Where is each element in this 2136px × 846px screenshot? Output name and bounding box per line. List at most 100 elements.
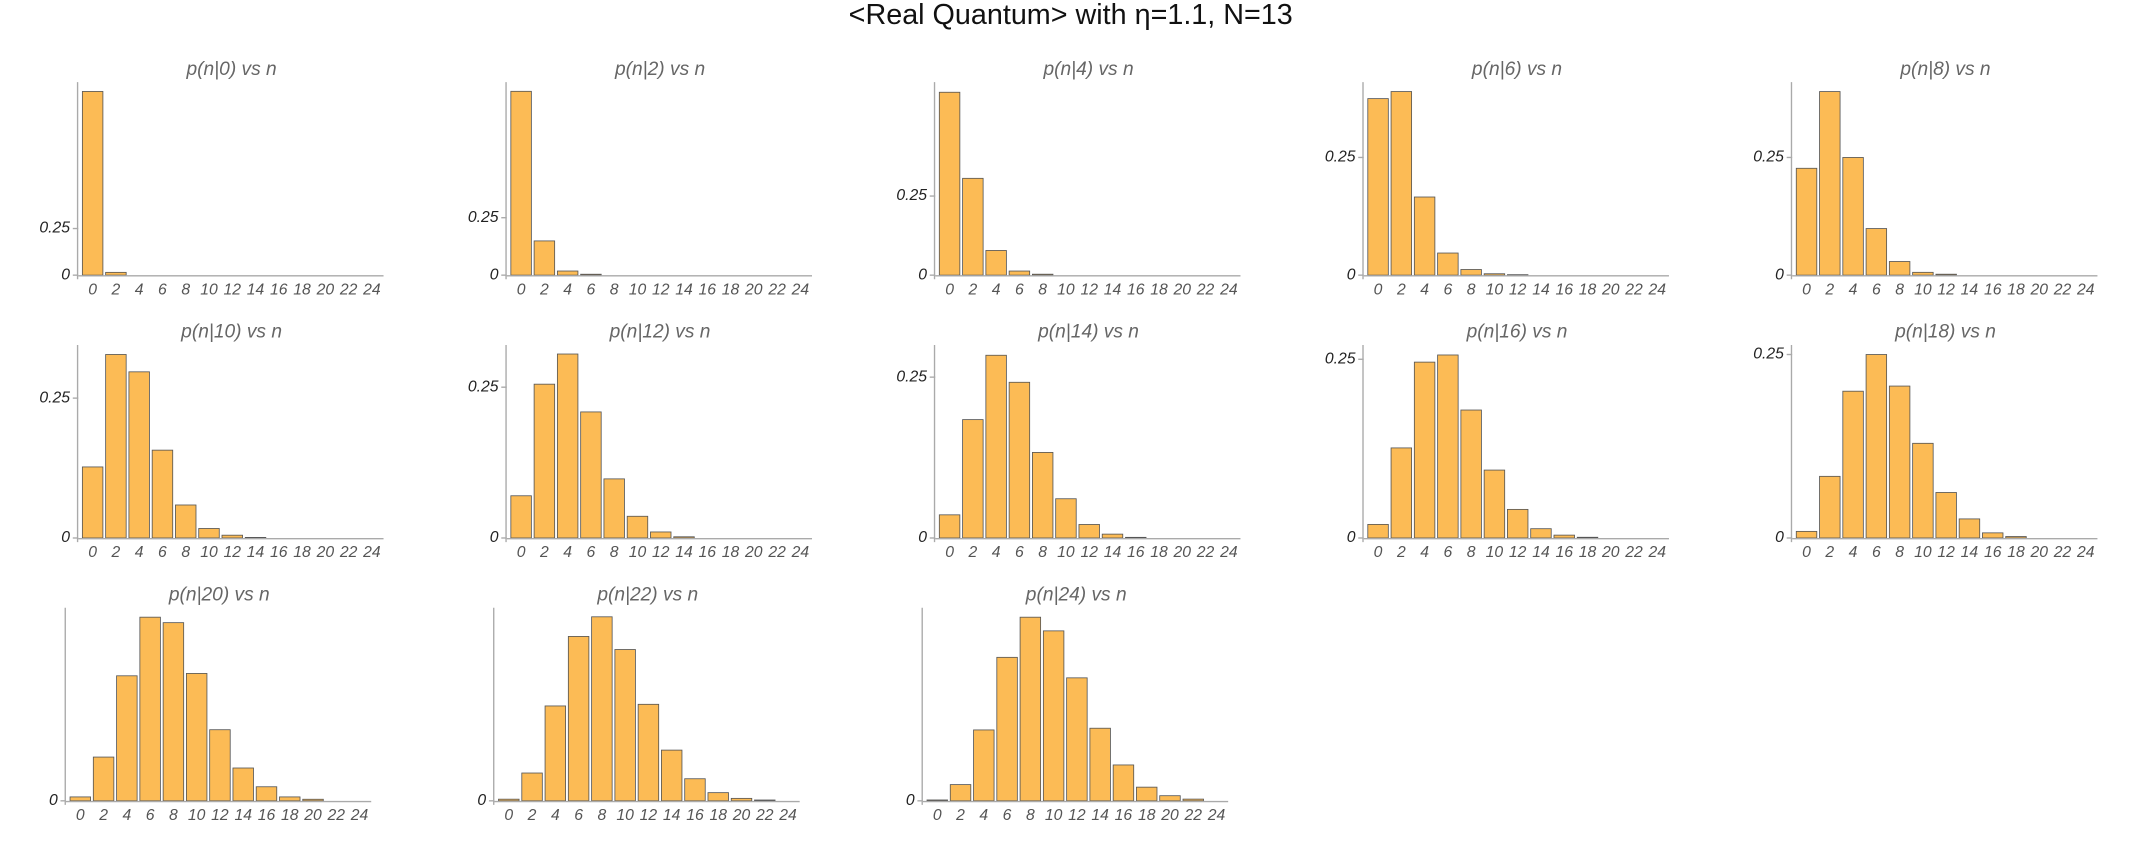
x-tick-label: 8	[1895, 544, 1904, 561]
x-tick-label: 2	[1824, 544, 1834, 561]
x-tick-label: 6	[574, 807, 583, 824]
x-tick-label: 0	[945, 281, 954, 298]
x-tick-label: 2	[111, 281, 121, 298]
x-tick-label: 14	[663, 807, 681, 824]
x-tick-label: 10	[200, 544, 218, 561]
x-tick-label: 24	[350, 807, 369, 824]
x-tick-label: 2	[539, 544, 549, 561]
x-tick-label: 8	[597, 807, 606, 824]
bar	[962, 419, 984, 539]
y-tick-label: 0	[61, 529, 70, 546]
x-tick-label: 10	[1486, 544, 1504, 561]
x-tick-label: 12	[224, 281, 242, 298]
x-tick-label: 8	[169, 807, 178, 824]
bar	[730, 797, 753, 802]
bar	[185, 673, 208, 802]
x-tick-label: 0	[1802, 281, 1811, 298]
bar	[105, 271, 127, 276]
bar	[1089, 727, 1111, 802]
bar	[973, 729, 995, 802]
x-tick-label: 4	[979, 807, 988, 824]
bar	[151, 449, 174, 539]
y-tick-label: 0.25	[1325, 350, 1356, 367]
x-tick-label: 14	[1961, 544, 1979, 561]
y-tick-label: 0.25	[896, 187, 927, 204]
x-tick-label: 24	[791, 281, 810, 298]
x-tick-label: 8	[610, 281, 619, 298]
bar	[302, 798, 324, 802]
x-tick-label: 20	[744, 544, 763, 561]
x-tick-label: 14	[247, 544, 265, 561]
x-tick-label: 20	[732, 807, 751, 824]
bar	[1935, 492, 1957, 539]
bar	[985, 354, 1007, 539]
x-tick-label: 16	[1555, 281, 1573, 298]
x-tick-label: 8	[1026, 807, 1035, 824]
x-tick-label: 4	[135, 544, 144, 561]
panel-title: p(n|8) vs n	[1899, 59, 1990, 80]
x-tick-label: 24	[1648, 281, 1667, 298]
bar	[580, 273, 602, 276]
y-tick-label: 0	[490, 529, 499, 546]
y-tick-label: 0	[918, 266, 927, 283]
x-tick-label: 14	[234, 807, 252, 824]
x-tick-label: 14	[1961, 281, 1979, 298]
x-tick-label: 12	[1068, 807, 1086, 824]
bar	[661, 749, 683, 802]
x-tick-label: 2	[98, 807, 108, 824]
bar	[637, 703, 660, 802]
x-tick-label: 16	[686, 807, 704, 824]
x-tick-label: 4	[563, 281, 572, 298]
bar	[1066, 677, 1088, 802]
panel-title: p(n|6) vs n	[1471, 59, 1562, 80]
x-tick-label: 24	[362, 544, 381, 561]
x-tick-label: 14	[1532, 281, 1550, 298]
x-tick-label: 0	[945, 544, 954, 561]
x-tick-label: 16	[1984, 544, 2002, 561]
bar	[1367, 523, 1389, 539]
x-tick-label: 8	[181, 544, 190, 561]
bar	[81, 91, 104, 276]
x-tick-label: 10	[1486, 281, 1504, 298]
x-tick-label: 2	[1396, 544, 1406, 561]
x-tick-label: 8	[1038, 544, 1047, 561]
x-tick-label: 4	[135, 281, 144, 298]
x-tick-label: 22	[339, 281, 358, 298]
x-tick-label: 20	[1173, 281, 1192, 298]
bar	[962, 177, 984, 276]
bar	[232, 767, 254, 802]
x-tick-label: 22	[1196, 544, 1215, 561]
bar	[1982, 532, 2004, 539]
x-tick-label: 6	[158, 544, 167, 561]
panel-title: p(n|4) vs n	[1042, 59, 1133, 80]
x-tick-label: 16	[1115, 807, 1133, 824]
x-tick-label: 16	[1127, 281, 1145, 298]
bar	[244, 537, 267, 539]
x-tick-label: 6	[1872, 544, 1881, 561]
x-tick-label: 22	[1624, 281, 1643, 298]
panel: p(n|20) vs n0 2 4 6 8 10 12 14 16 18 20 22 240	[49, 585, 372, 824]
x-tick-label: 0	[517, 281, 526, 298]
x-tick-label: 2	[1824, 281, 1834, 298]
bar	[1553, 534, 1575, 539]
x-tick-label: 18	[722, 544, 740, 561]
x-tick-label: 0	[1374, 544, 1383, 561]
x-tick-label: 22	[2053, 544, 2072, 561]
x-tick-label: 14	[1104, 281, 1122, 298]
panel-title: p(n|18) vs n	[1894, 322, 1996, 343]
bar	[1888, 385, 1911, 539]
x-tick-label: 18	[1150, 544, 1168, 561]
bar	[81, 466, 104, 539]
y-tick-label: 0	[906, 792, 915, 809]
bar	[556, 270, 579, 276]
x-tick-label: 12	[211, 807, 229, 824]
x-tick-label: 10	[188, 807, 206, 824]
x-tick-label: 14	[1532, 544, 1550, 561]
x-tick-label: 4	[1420, 281, 1429, 298]
bar	[1483, 273, 1506, 276]
panel-title: p(n|22) vs n	[596, 585, 698, 606]
